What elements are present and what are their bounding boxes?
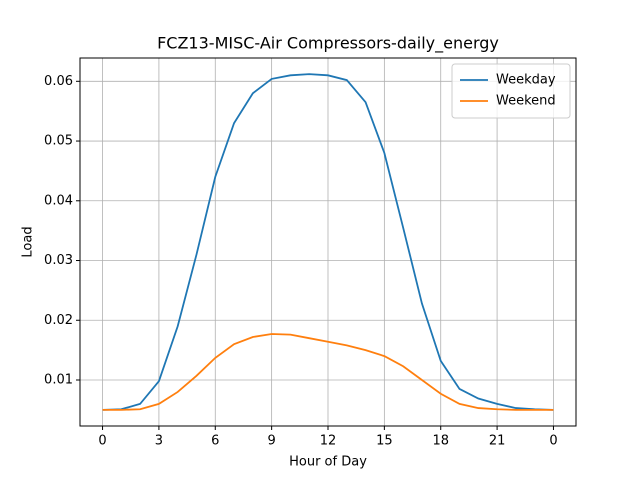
x-tick-label: 0 xyxy=(98,434,106,449)
y-tick-label: 0.05 xyxy=(44,134,73,149)
y-tick-label: 0.04 xyxy=(44,193,73,208)
chart-title: FCZ13-MISC-Air Compressors-daily_energy xyxy=(157,34,499,54)
y-tick-label: 0.06 xyxy=(44,74,73,89)
x-axis-label: Hour of Day xyxy=(289,455,367,470)
y-tick-label: 0.02 xyxy=(44,313,73,328)
x-tick-label: 6 xyxy=(211,434,219,449)
x-tick-label: 18 xyxy=(432,434,449,449)
legend-box xyxy=(451,63,571,119)
y-tick-label: 0.01 xyxy=(44,373,73,388)
x-tick-label: 3 xyxy=(155,434,163,449)
line-series xyxy=(102,333,554,411)
x-tick-label: 21 xyxy=(489,434,506,449)
x-tick-label: 9 xyxy=(267,434,275,449)
line-series xyxy=(102,73,554,411)
legend-label: Weekend xyxy=(496,94,556,109)
y-tick-label: 0.03 xyxy=(44,253,73,268)
x-tick-label: 15 xyxy=(376,434,393,449)
x-tick-label: 12 xyxy=(320,434,337,449)
x-tick-label: 0 xyxy=(549,434,557,449)
plot-frame xyxy=(79,57,577,427)
y-axis-label: Load xyxy=(21,226,36,257)
legend-label: Weekday xyxy=(496,73,556,88)
